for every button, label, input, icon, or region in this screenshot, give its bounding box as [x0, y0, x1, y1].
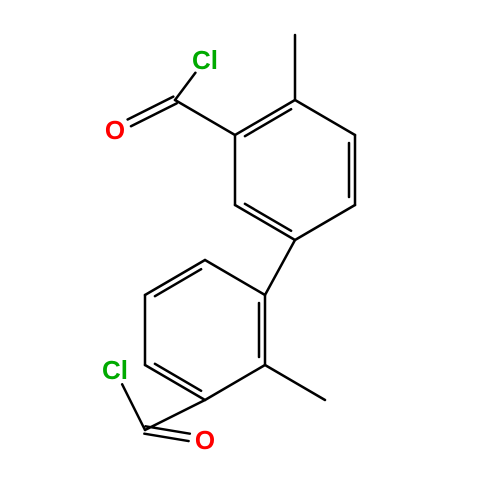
bond	[175, 100, 235, 135]
bond	[245, 109, 291, 136]
bonds-layer	[122, 35, 355, 441]
atom-o: O	[195, 425, 215, 455]
bond	[145, 365, 205, 400]
bond	[245, 204, 291, 231]
bond	[235, 205, 295, 240]
molecule-diagram: OOClClOOClCl	[0, 0, 500, 500]
bond	[265, 365, 325, 400]
bond	[295, 100, 355, 135]
bond	[122, 384, 145, 430]
bond	[265, 240, 295, 295]
bond	[295, 205, 355, 240]
bond	[144, 434, 188, 441]
atoms-layer: OOClClOOClCl	[102, 45, 218, 455]
atom-cl: Cl	[192, 45, 218, 75]
bond	[205, 365, 265, 400]
bond	[175, 73, 195, 100]
bond	[155, 269, 201, 296]
bond	[145, 260, 205, 295]
bond	[205, 260, 265, 295]
atom-cl: Cl	[102, 355, 128, 385]
atom-o: O	[105, 115, 125, 145]
bond	[155, 364, 201, 391]
bond	[146, 426, 190, 433]
bond	[235, 100, 295, 135]
